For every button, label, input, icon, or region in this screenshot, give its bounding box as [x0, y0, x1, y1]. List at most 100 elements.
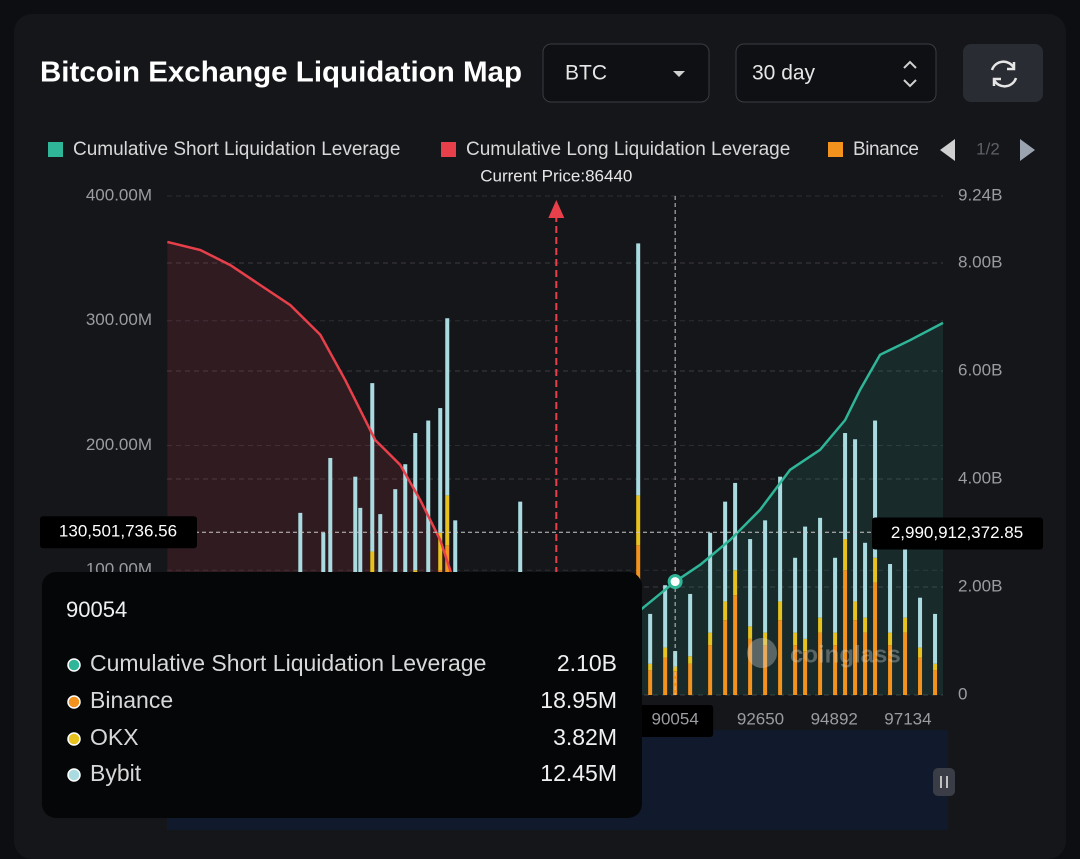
bar-segment: [393, 489, 398, 602]
tooltip-dot: [67, 658, 81, 672]
bar-segment: [403, 464, 408, 614]
bar-segment: [933, 670, 938, 695]
legend-swatch[interactable]: [828, 142, 843, 157]
bar-segment: [888, 564, 893, 633]
bar-segment: [453, 520, 458, 614]
bar-segment: [708, 532, 713, 633]
bar-segment: [818, 517, 823, 618]
tooltip: [42, 572, 642, 818]
legend-label[interactable]: Cumulative Long Liquidation Leverage: [466, 139, 790, 160]
line: [639, 321, 944, 612]
bar-segment: [888, 632, 893, 646]
select-value[interactable]: 30 day: [752, 62, 816, 85]
bar-segment: [663, 657, 668, 695]
bar-segment: [853, 620, 858, 695]
button-bg[interactable]: [963, 44, 1043, 102]
bar-segment: [873, 582, 878, 695]
y2-tick-label: 8.00B: [958, 252, 1002, 271]
hover-dot: [667, 574, 683, 590]
tooltip-name: Bybit: [90, 760, 142, 786]
bar-segment: [708, 632, 713, 646]
bar-segment: [688, 656, 693, 664]
bar-segment: [688, 593, 693, 657]
bar-segment: [833, 632, 838, 646]
bar-segment: [888, 645, 893, 695]
bar-segment: [748, 626, 753, 639]
watermark-logo: [747, 638, 777, 668]
bar-segment: [733, 570, 738, 596]
bar-segment: [663, 585, 668, 648]
bar-segment: [636, 243, 641, 496]
spinner-icon[interactable]: [903, 60, 917, 88]
x-tick-label: 97134: [884, 709, 931, 728]
bar-segment: [445, 318, 450, 496]
bar-segment: [843, 433, 848, 540]
x-tick-label: 90054: [652, 709, 699, 728]
tooltip-name: Binance: [90, 687, 173, 713]
bar-segment: [748, 638, 753, 695]
bar-segment: [853, 601, 858, 621]
x-pointer-box: [640, 705, 714, 737]
period-select[interactable]: 30 day: [735, 43, 937, 103]
bar-segment: [378, 514, 383, 614]
select-box[interactable]: [735, 43, 937, 103]
handle[interactable]: [933, 768, 955, 796]
x-tick-label: 92650: [737, 709, 784, 728]
refresh-button[interactable]: [963, 44, 1043, 102]
bar-segment: [733, 482, 738, 571]
bar-segment: [328, 457, 333, 602]
bar-segment: [426, 420, 431, 583]
legend-label[interactable]: Binance: [853, 139, 919, 160]
bar-segment: [763, 632, 768, 646]
bar-segment: [918, 647, 923, 658]
tooltip-value: 2.10B: [557, 650, 617, 676]
legend-swatch[interactable]: [441, 142, 456, 157]
select-value[interactable]: BTC: [565, 62, 607, 85]
legend-label[interactable]: Cumulative Short Liquidation Leverage: [73, 139, 400, 160]
bar-segment: [933, 613, 938, 664]
tooltip-value: 3.82M: [553, 724, 617, 750]
bar-segment: [723, 501, 728, 602]
overlay: 90054 Cumulative Short Liquidation Lever…: [42, 572, 642, 818]
crosshair-y-label: 130,501,736.56: [59, 522, 177, 541]
legend-swatch[interactable]: [48, 142, 63, 157]
coin-select[interactable]: BTC: [542, 43, 710, 103]
bar-segment: [793, 632, 798, 646]
bar-segment: [873, 557, 878, 583]
bar-segment: [803, 651, 808, 695]
select-box[interactable]: [542, 43, 710, 103]
bar-segment: [358, 507, 363, 633]
plot: 02.00B4.00B6.00B8.00B9.24B100.00M200.00M…: [40, 139, 1043, 737]
bar-segment: [903, 617, 908, 633]
tooltip-name: OKX: [90, 724, 139, 750]
bar-segment: [353, 476, 358, 614]
bar-segment: [438, 408, 443, 533]
bar-segment: [903, 632, 908, 695]
bar-segment: [763, 645, 768, 695]
dropdown-caret[interactable]: [673, 71, 685, 77]
bar-segment: [636, 495, 641, 546]
y-tick-label: 400.00M: [86, 185, 152, 204]
legend-prev[interactable]: [940, 139, 955, 161]
bar-segment: [873, 420, 878, 558]
refresh-icon[interactable]: [990, 60, 1018, 88]
bar-segment: [733, 595, 738, 695]
bar-segment: [748, 539, 753, 627]
bar-segment: [438, 532, 443, 571]
bar-segment: [818, 632, 823, 695]
page-title: Bitcoin Exchange Liquidation Map: [40, 57, 522, 89]
bar-segment: [803, 526, 808, 639]
current-price-label: Current Price:86440: [480, 166, 632, 185]
slider-handle[interactable]: [933, 768, 955, 796]
crosshair-y2-label: 2,990,912,372.85: [891, 523, 1023, 542]
bar-segment: [793, 645, 798, 695]
bar-segment: [648, 613, 653, 664]
bar-segment: [818, 617, 823, 633]
legend-next[interactable]: [1020, 139, 1035, 161]
bar-segment: [833, 557, 838, 633]
x-tick-label: 94892: [811, 709, 858, 728]
tooltip-title: 90054: [66, 597, 127, 622]
watermark: coinglass: [790, 641, 901, 668]
